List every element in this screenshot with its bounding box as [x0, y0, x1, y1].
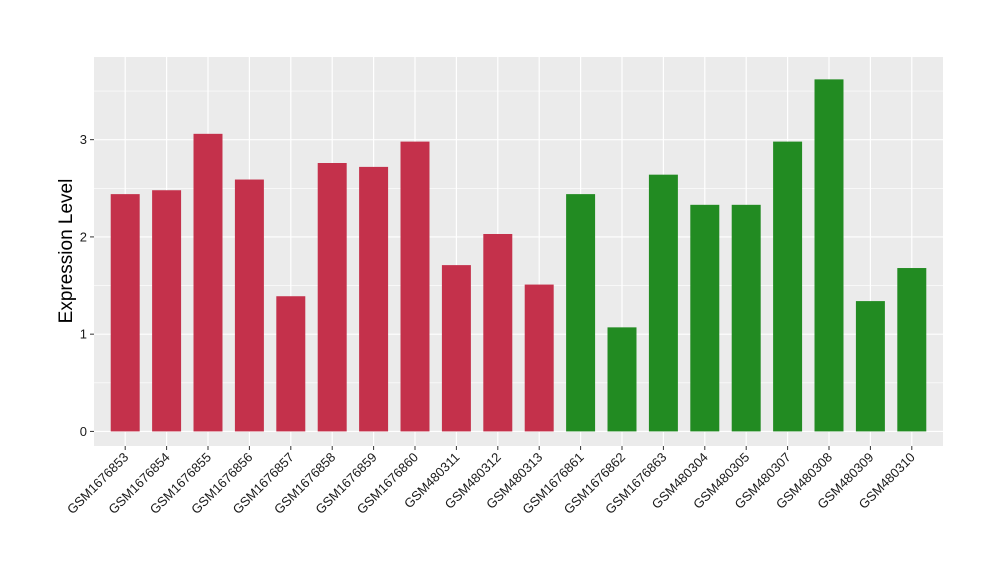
- y-tick-label-0: 0: [80, 424, 87, 439]
- y-tick-label-2: 2: [80, 229, 87, 244]
- bar-GSM480310: [897, 268, 927, 432]
- bar-GSM1676858: [317, 163, 347, 432]
- bar-GSM1676860: [400, 141, 430, 432]
- bar-GSM1676854: [152, 190, 182, 432]
- bar-GSM480313: [524, 284, 554, 432]
- bar-GSM480312: [483, 233, 513, 432]
- bar-GSM1676857: [276, 296, 306, 432]
- bar-GSM1676862: [607, 327, 637, 432]
- bar-GSM1676859: [359, 166, 389, 432]
- y-tick-label-3: 3: [80, 132, 87, 147]
- bar-GSM1676861: [566, 194, 596, 432]
- bar-GSM480307: [773, 141, 803, 432]
- bar-GSM1676863: [648, 174, 678, 432]
- bar-GSM1676855: [193, 133, 223, 432]
- y-axis-title: Expression Level: [56, 179, 77, 324]
- bar-GSM480308: [814, 79, 844, 432]
- bar-GSM480311: [441, 265, 471, 432]
- bar-GSM480309: [855, 301, 885, 432]
- y-axis: 0 1 2 3: [80, 132, 94, 439]
- x-axis: GSM1676853GSM1676854GSM1676855GSM1676856…: [64, 446, 918, 517]
- bar-GSM480305: [731, 204, 761, 432]
- bar-GSM1676856: [234, 179, 264, 432]
- bar-GSM480304: [690, 204, 720, 432]
- bar-GSM1676853: [110, 194, 140, 432]
- bars: [110, 79, 927, 432]
- y-tick-label-1: 1: [80, 327, 87, 342]
